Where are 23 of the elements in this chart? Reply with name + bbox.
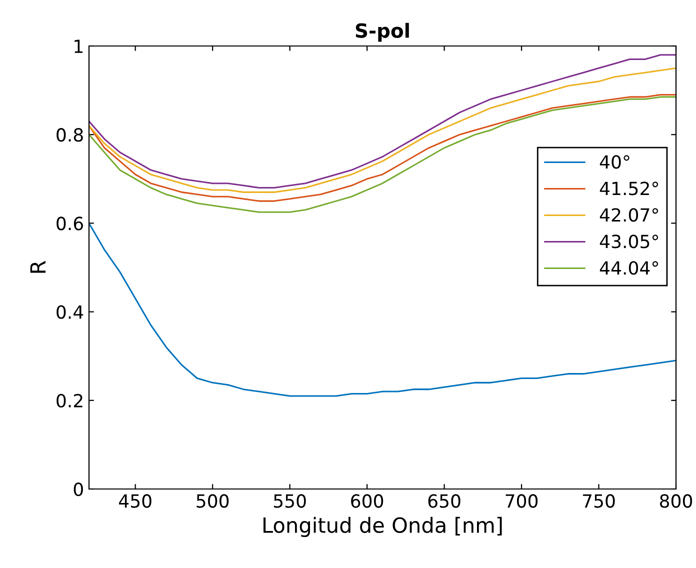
- legend-label: 41.52°: [600, 182, 658, 196]
- y-tick-label: 0.4: [56, 305, 84, 319]
- y-tick-label: 1: [74, 40, 82, 53]
- x-tick-label: 500: [196, 494, 229, 508]
- x-tick-label: 550: [274, 494, 306, 508]
- x-tick-label: 650: [428, 494, 460, 508]
- legend-label: 40°: [600, 155, 630, 169]
- x-tick-label: 750: [583, 494, 615, 508]
- x-tick-label: 700: [506, 494, 538, 508]
- y-tick-label: 0.2: [56, 394, 82, 408]
- y-axis-title: R: [30, 260, 46, 273]
- x-tick-label: 800: [660, 494, 692, 508]
- legend-label: 43.05°: [600, 234, 658, 248]
- legend-label: 44.04°: [600, 261, 658, 275]
- chart-title: S-pol: [356, 22, 409, 42]
- y-tick-label: 0.8: [56, 128, 83, 142]
- y-tick-label: 0: [74, 482, 83, 496]
- y-tick-label: 0.6: [56, 216, 84, 230]
- x-axis-title: Longitud de Onda [nm]: [264, 516, 502, 538]
- legend-label: 42.07°: [600, 208, 658, 222]
- x-tick-label: 450: [118, 494, 152, 508]
- line-series: [89, 222, 676, 397]
- x-tick-label: 600: [351, 494, 384, 508]
